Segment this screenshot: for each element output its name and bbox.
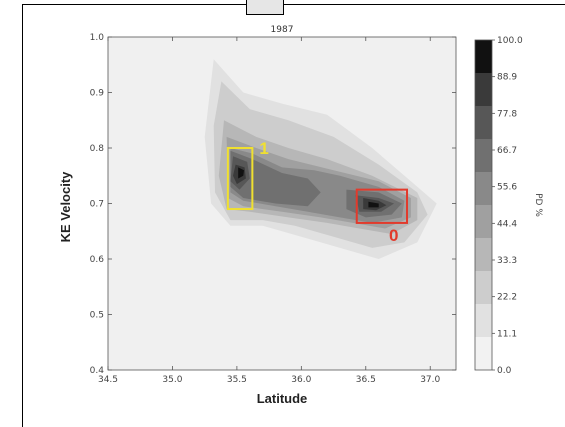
colorbar-tick-label-2: 22.2 — [497, 293, 517, 303]
colorbar-label: PD % — [533, 193, 543, 217]
y-tick-label-2: 0.6 — [90, 255, 105, 265]
colorbar-segment-6 — [475, 139, 492, 172]
window-top-border — [22, 4, 565, 5]
colorbar-tick-label-6: 66.7 — [497, 146, 517, 156]
x-tick-label-0: 34.5 — [98, 375, 118, 385]
colorbar-segment-0 — [475, 337, 492, 370]
colorbar-tick-label-7: 77.8 — [497, 109, 517, 119]
colorbar-segment-7 — [475, 106, 492, 139]
x-axis-label: Latitude — [257, 391, 308, 406]
region-label-1: 1 — [259, 139, 268, 158]
region-box-0 — [355, 188, 409, 224]
x-tick-label-3: 36.0 — [291, 375, 311, 385]
region-label-0: 0 — [389, 226, 398, 245]
x-axis-ticks: 34.5 35.0 35.5 36.0 36.5 37.0 — [98, 37, 441, 385]
x-tick-label-5: 37.0 — [420, 375, 440, 385]
colorbar-segment-4 — [475, 205, 492, 238]
y-tick-label-6: 1.0 — [90, 33, 105, 43]
window-tab[interactable] — [246, 0, 284, 15]
y-tick-label-1: 0.5 — [90, 311, 104, 321]
colorbar: 0.0 11.1 22.2 33.3 44.4 55.6 66.7 77.8 88.9 100.0 — [474, 36, 523, 376]
annotation-layer: 10 — [226, 139, 409, 245]
colorbar-segment-9 — [475, 40, 492, 73]
y-axis-label: KE Velocity — [58, 171, 73, 243]
region-box-1 — [226, 147, 254, 211]
colorbar-tick-label-3: 33.3 — [497, 256, 517, 266]
colorbar-tick-label-8: 88.9 — [497, 73, 517, 83]
contour-level-9-12 — [368, 201, 379, 208]
colorbar-tick-label-1: 11.1 — [497, 329, 517, 339]
y-tick-label-4: 0.8 — [90, 144, 105, 154]
colorbar-segment-8 — [475, 73, 492, 106]
window-left-border — [22, 4, 23, 427]
y-axis-ticks: 0.4 0.5 0.6 0.7 0.8 0.9 1.0 — [90, 33, 456, 376]
colorbar-frame — [474, 39, 493, 371]
contour-level-9-11 — [238, 167, 244, 179]
x-tick-label-4: 36.5 — [356, 375, 376, 385]
colorbar-segment-5 — [475, 172, 492, 205]
colorbar-tick-label-9: 100.0 — [497, 36, 523, 46]
x-tick-label-1: 35.0 — [162, 375, 182, 385]
chart-title: 1987 — [271, 25, 294, 35]
colorbar-tick-label-0: 0.0 — [497, 366, 512, 376]
y-tick-label-0: 0.4 — [90, 366, 105, 376]
colorbar-tick-label-4: 44.4 — [497, 219, 517, 229]
y-tick-label-3: 0.7 — [90, 200, 104, 210]
colorbar-segment-3 — [475, 238, 492, 271]
x-tick-label-2: 35.5 — [227, 375, 247, 385]
colorbar-segment-2 — [475, 271, 492, 304]
y-tick-label-5: 0.9 — [90, 89, 105, 99]
colorbar-segment-1 — [475, 304, 492, 337]
colorbar-tick-label-5: 55.6 — [497, 183, 517, 193]
